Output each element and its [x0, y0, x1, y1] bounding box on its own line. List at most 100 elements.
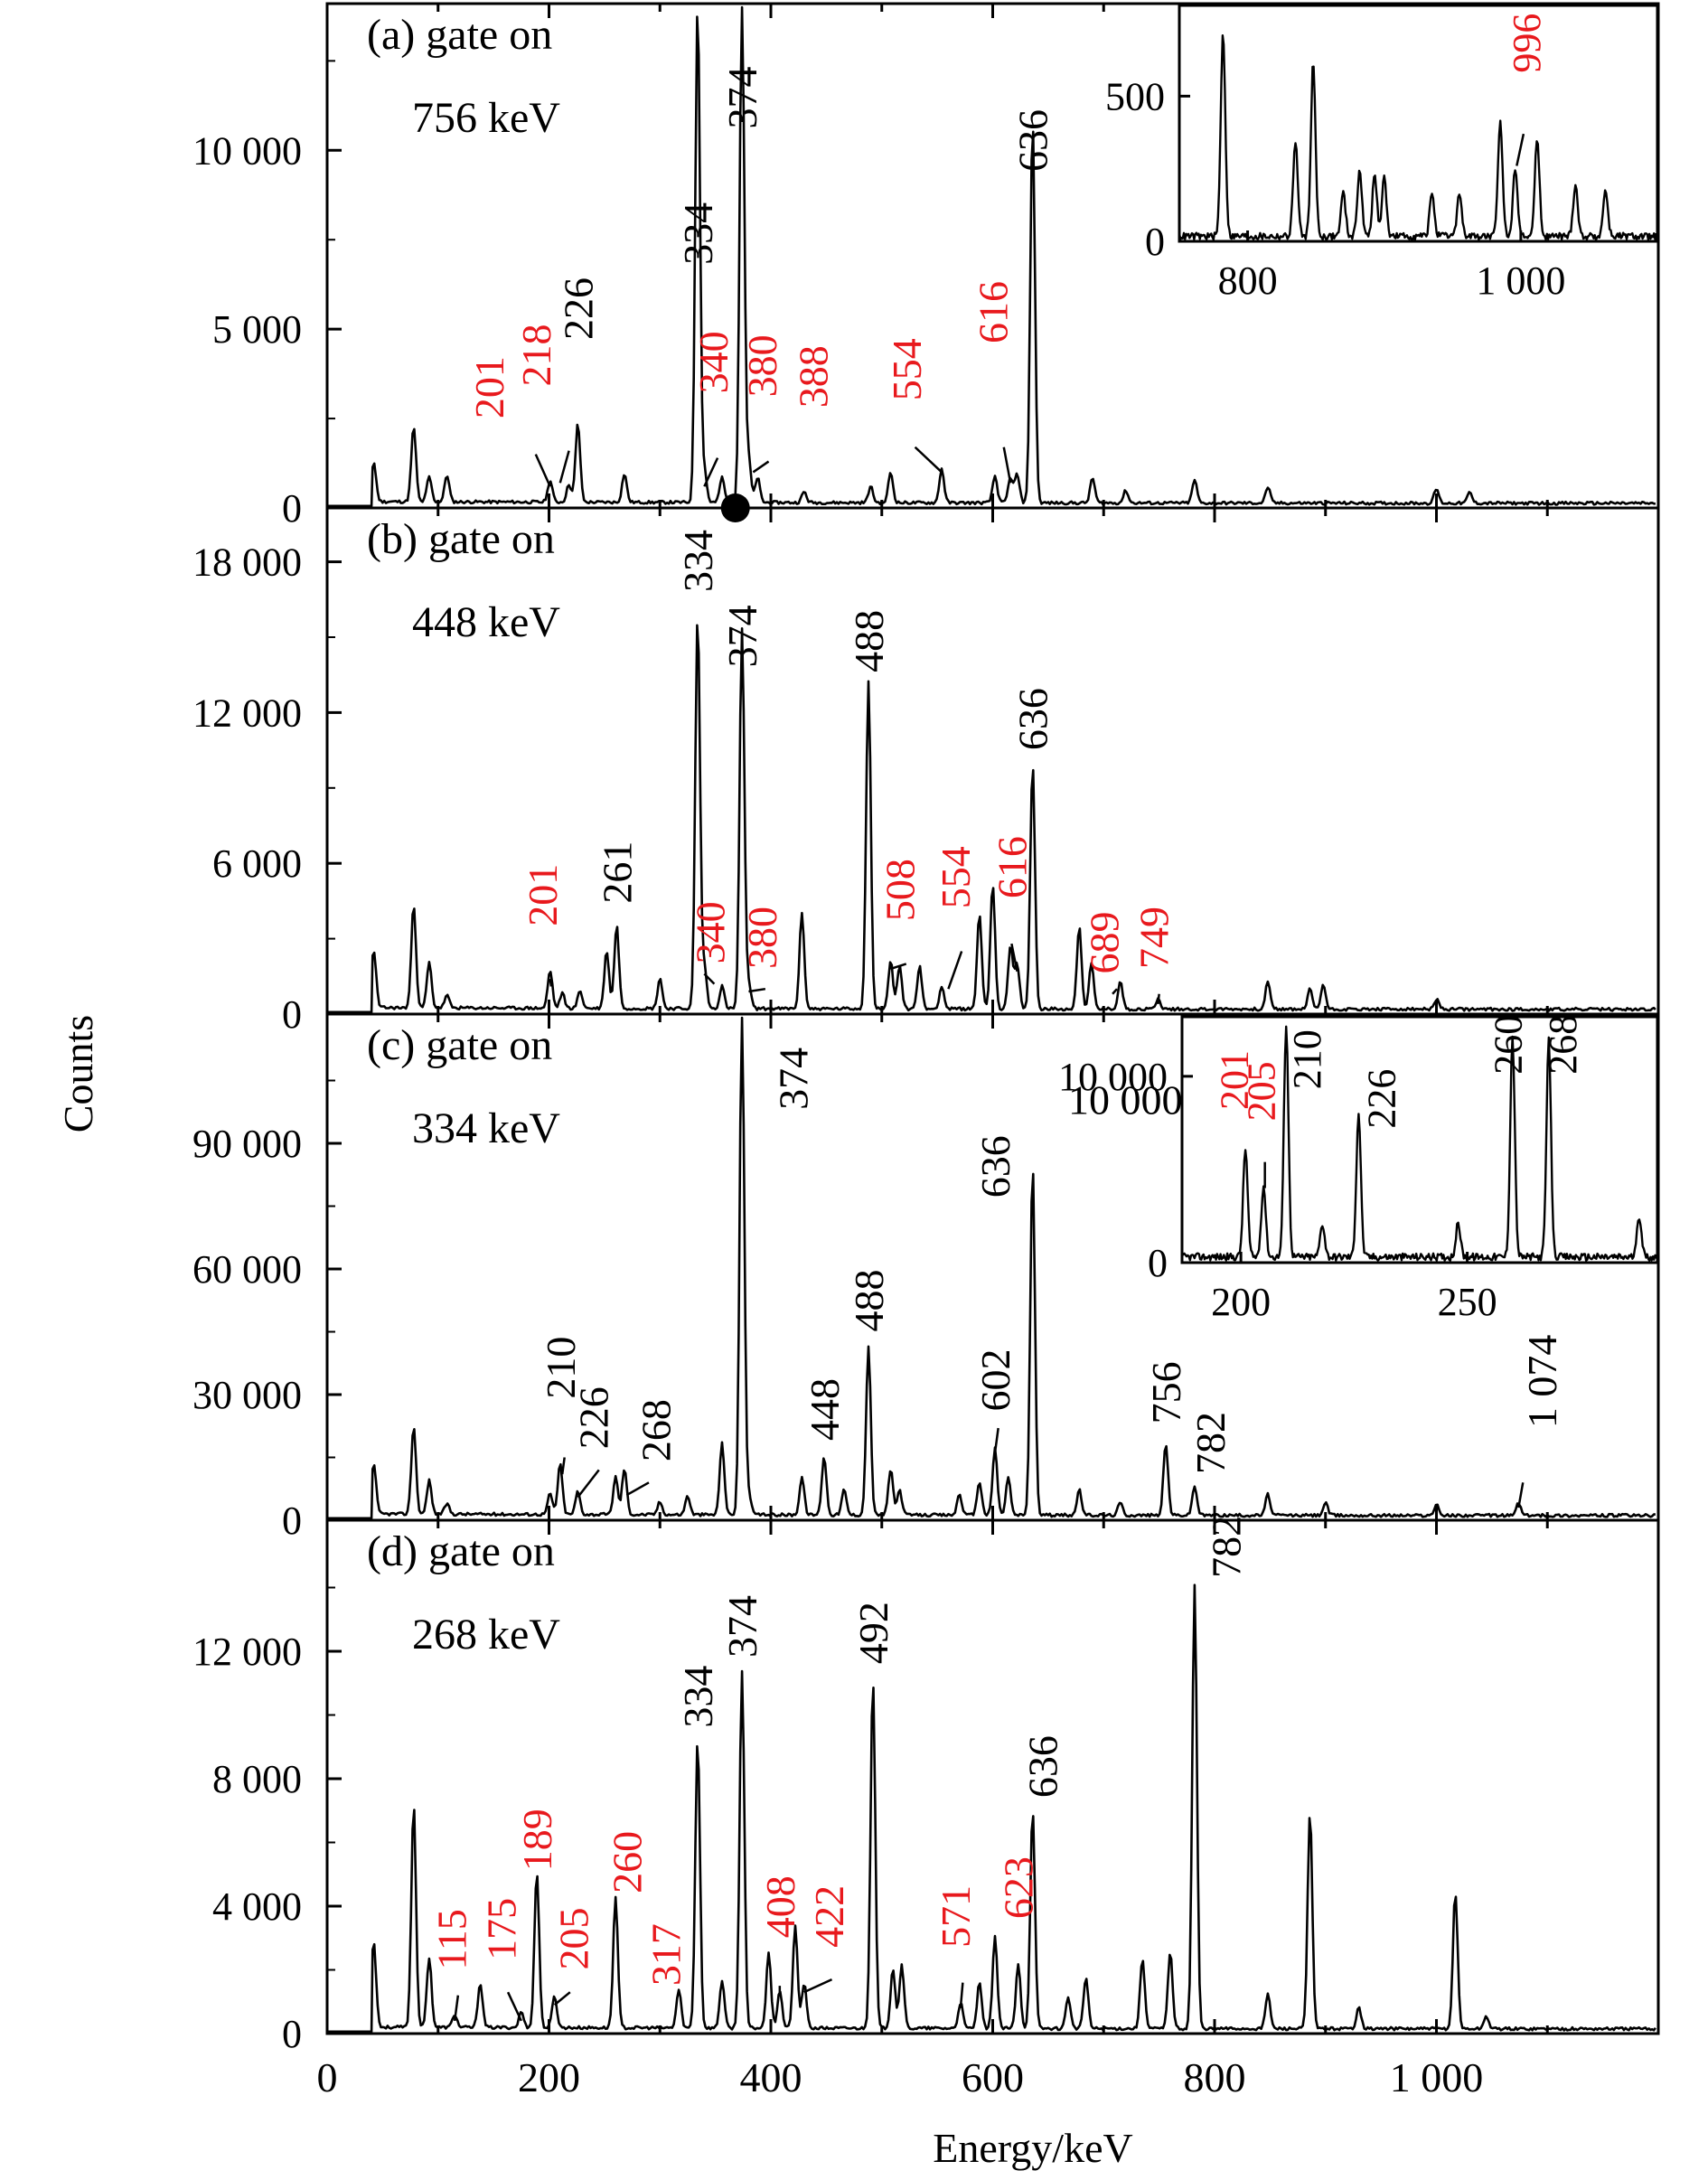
label-leader-line [1010, 943, 1018, 972]
y-tick-label: 0 [282, 992, 302, 1037]
label-leader-line [549, 978, 553, 987]
peak-label-380: 380 [739, 907, 785, 969]
peak-label-201: 201 [520, 864, 566, 926]
panel-gate-energy-a: 756 keV [412, 94, 560, 142]
label-leader-line [752, 460, 770, 474]
peak-label-261: 261 [594, 841, 640, 904]
label-leader-line [914, 446, 943, 474]
x-tick-label: 0 [317, 2054, 338, 2100]
inset-peak-label-205: 205 [1240, 1061, 1284, 1121]
peak-label-226: 226 [571, 1386, 617, 1449]
inset-peak-label-210: 210 [1285, 1029, 1329, 1089]
peak-label-554: 554 [933, 846, 979, 908]
peak-label-749: 749 [1131, 907, 1177, 969]
inset-frame [1178, 4, 1659, 243]
y-tick-label: 6 000 [212, 841, 302, 886]
inset-x-tick-label: 800 [1218, 258, 1278, 303]
peak-label-340: 340 [687, 901, 733, 963]
inset-a: 800 1 000 0 500 996 [1105, 4, 1659, 303]
panel-d: 0 4 000 8 000 12 000 374 334 492 782 636 115 175 18… [192, 1516, 1660, 2056]
label-leader-line [625, 1481, 650, 1497]
y-tick-label: 4 000 [212, 1884, 302, 1929]
label-leader-line [453, 1995, 460, 2022]
peak-label-374: 374 [719, 605, 765, 667]
y-tick-label: 0 [282, 1499, 302, 1543]
y-tick-label: 30 000 [192, 1373, 302, 1417]
label-leader-line [993, 1427, 999, 1454]
y-tick-label: 12 000 [192, 1630, 302, 1674]
peak-label-388: 388 [791, 345, 837, 408]
y-tick-label: 12 000 [192, 691, 302, 735]
label-leader-line [534, 454, 551, 487]
inset-peak-label-226: 226 [1359, 1069, 1403, 1129]
peak-label-115: 115 [428, 1909, 474, 1969]
inset-peak-label-260: 260 [1487, 1015, 1531, 1075]
y-tick-label: 90 000 [192, 1122, 302, 1166]
panel-gate-energy-b: 448 keV [412, 598, 560, 646]
peak-label-210: 210 [538, 1337, 584, 1399]
spectrum-line-b [327, 624, 1656, 1014]
x-tick-label: 600 [962, 2054, 1024, 2100]
x-tick-label: 200 [518, 2054, 580, 2100]
panel-title-a: (a) gate on [367, 11, 552, 59]
peak-label-636: 636 [1010, 109, 1056, 172]
peak-label-334: 334 [675, 202, 721, 265]
label-leader-line [506, 1991, 522, 2022]
peak-label-260: 260 [604, 1831, 650, 1893]
y-tick-label: 0 [282, 2012, 302, 2056]
spectrum-line-a [327, 5, 1656, 508]
label-leader-line [1002, 446, 1012, 484]
peak-label-782: 782 [1187, 1412, 1234, 1474]
label-leader-line [560, 1457, 566, 1475]
label-leader-line [803, 1978, 833, 1994]
inset-peak-label-268: 268 [1541, 1015, 1585, 1075]
peak-label-268: 268 [633, 1399, 679, 1461]
peak-label-189: 189 [514, 1809, 560, 1871]
label-leader-line [703, 457, 719, 487]
y-tick-label: 5 000 [212, 307, 302, 352]
label-leader-line [553, 1991, 571, 2006]
inset-spectrum-line [1178, 34, 1657, 241]
peak-label-448: 448 [802, 1378, 848, 1441]
label-leader-line [890, 963, 907, 971]
label-leader-line [558, 450, 570, 484]
peak-label-616: 616 [971, 281, 1017, 343]
panel-title-c: (c) gate on [367, 1021, 552, 1069]
y-tick-label: 18 000 [192, 540, 302, 585]
inset-y-tick-label: 0 [1148, 1241, 1168, 1285]
label-leader-line [1112, 988, 1118, 995]
peak-label-782: 782 [1203, 1516, 1249, 1578]
y-tick-label: 0 [282, 486, 302, 531]
peak-label-175: 175 [479, 1898, 525, 1960]
peak-label-10000: 10 000 [1068, 1077, 1183, 1123]
peak-label-636: 636 [1010, 688, 1056, 750]
y-axis-label: Counts [55, 1015, 101, 1132]
peak-label-374: 374 [771, 1048, 817, 1110]
peak-label-756: 756 [1143, 1361, 1189, 1424]
x-tick-label: 1 000 [1390, 2054, 1484, 2100]
peak-label-374: 374 [719, 67, 765, 129]
inset-peak-label-201: 201 [1213, 1050, 1257, 1110]
label-leader-line [703, 973, 716, 985]
peak-label-340: 340 [690, 331, 737, 393]
peak-label-317: 317 [643, 1923, 689, 1986]
inset-y-tick-label: 10 000 [1058, 1055, 1168, 1099]
peak-label-201: 201 [466, 356, 512, 418]
peak-label-334: 334 [675, 530, 721, 592]
peak-label-623: 623 [996, 1856, 1042, 1919]
peak-label-492: 492 [850, 1602, 896, 1664]
peak-label-1074: 1 074 [1519, 1335, 1565, 1429]
inset-x-tick-label: 250 [1438, 1280, 1497, 1324]
label-leader-line [1517, 1482, 1525, 1508]
peak-label-508: 508 [877, 859, 923, 921]
peak-label-374: 374 [719, 1595, 765, 1658]
inset-peak-label-996: 996 [1505, 14, 1549, 73]
x-tick-label: 800 [1184, 2054, 1246, 2100]
peak-label-602: 602 [972, 1349, 1018, 1412]
panel-title-d: (d) gate on [367, 1527, 555, 1575]
panel-title-b: (b) gate on [367, 515, 555, 563]
spectrum-line-d [327, 1583, 1656, 2034]
panel-frame [325, 506, 1660, 1016]
